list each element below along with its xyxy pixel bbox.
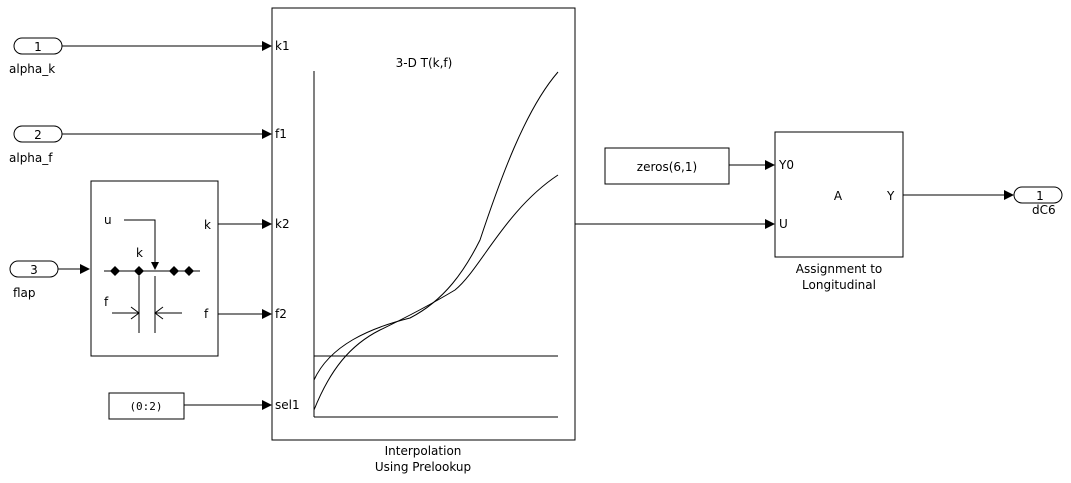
prelookup-breakpoint-3 (169, 266, 179, 276)
arrow-assign-u (765, 219, 775, 229)
inport-flap[interactable]: 3 flap (9, 260, 59, 300)
prelookup-out-f-label: f (204, 307, 209, 321)
interp-icon-curve-upper (313, 71, 559, 381)
interpolation-caption-line2: Using Prelookup (375, 460, 471, 474)
inport-3-label: flap (13, 286, 36, 300)
constant-value: (0:2) (129, 400, 162, 413)
assign-center-label: A (834, 189, 843, 203)
assignment-caption-line1: Assignment to (796, 262, 883, 276)
prelookup-u-arrow (151, 262, 159, 270)
arrow-outport (1004, 190, 1014, 200)
inport-1-label: alpha_k (9, 62, 55, 76)
inport-3-number: 3 (30, 263, 38, 277)
prelookup-f-label: f (104, 295, 109, 309)
prelookup-breakpoint-4 (184, 266, 194, 276)
port-k2-label: k2 (275, 217, 290, 231)
assign-port-u-label: U (779, 217, 788, 231)
arrow-assign-y0 (765, 160, 775, 170)
zeros-block[interactable]: zeros(6,1) (604, 147, 730, 185)
interpolation-caption-line1: Interpolation (385, 444, 462, 458)
port-k1-label: k1 (275, 39, 290, 53)
assignment-body[interactable] (774, 131, 904, 258)
prelookup-block[interactable]: u k f k f (90, 180, 219, 357)
arrow-k1 (262, 41, 272, 51)
prelookup-breakpoint-2 (134, 266, 144, 276)
outport-shape[interactable] (1013, 186, 1063, 204)
prelookup-breakpoint-1 (110, 266, 120, 276)
port-f2-label: f2 (275, 307, 287, 321)
interpolation-block[interactable]: k1 f1 k2 f2 sel1 3-D T(k,f) (271, 7, 576, 441)
outport-dc6[interactable]: 1 dC6 (1013, 186, 1063, 217)
inport-1-number: 1 (34, 40, 42, 54)
prelookup-f-arrow-left-head (130, 306, 140, 320)
arrow-k2 (262, 219, 272, 229)
constant-body[interactable] (108, 392, 185, 420)
zeros-body[interactable] (604, 147, 730, 185)
constant-block[interactable]: (0:2) (108, 392, 185, 420)
prelookup-u-label: u (104, 213, 112, 227)
outport-label: dC6 (1032, 203, 1056, 217)
prelookup-k-label: k (136, 246, 143, 260)
interp-icon-curve-lower (313, 174, 559, 411)
arrow-prelookup-in (80, 264, 90, 274)
inport-alpha-f[interactable]: 2 alpha_f (9, 125, 63, 165)
outport-number: 1 (1036, 189, 1044, 203)
interpolation-body[interactable] (271, 7, 576, 441)
arrow-sel1 (262, 400, 272, 410)
prelookup-f-arrow-right-head (154, 306, 164, 320)
arrow-f1 (262, 129, 272, 139)
assignment-caption-line2: Longitudinal (802, 278, 876, 292)
prelookup-out-k-label: k (204, 218, 211, 232)
inport-alpha-k[interactable]: 1 alpha_k (9, 37, 63, 76)
inport-2-number: 2 (34, 128, 42, 142)
zeros-value: zeros(6,1) (637, 160, 697, 174)
port-sel1-label: sel1 (275, 398, 300, 412)
assign-port-y-label: Y (886, 189, 895, 203)
interpolation-icon-title: 3-D T(k,f) (396, 56, 453, 70)
arrow-f2 (262, 309, 272, 319)
port-f1-label: f1 (275, 127, 287, 141)
prelookup-u-path (124, 219, 156, 268)
inport-2-label: alpha_f (9, 151, 53, 165)
assignment-block[interactable]: Y0 U A Y (774, 131, 904, 258)
assign-port-y0-label: Y0 (778, 158, 794, 172)
